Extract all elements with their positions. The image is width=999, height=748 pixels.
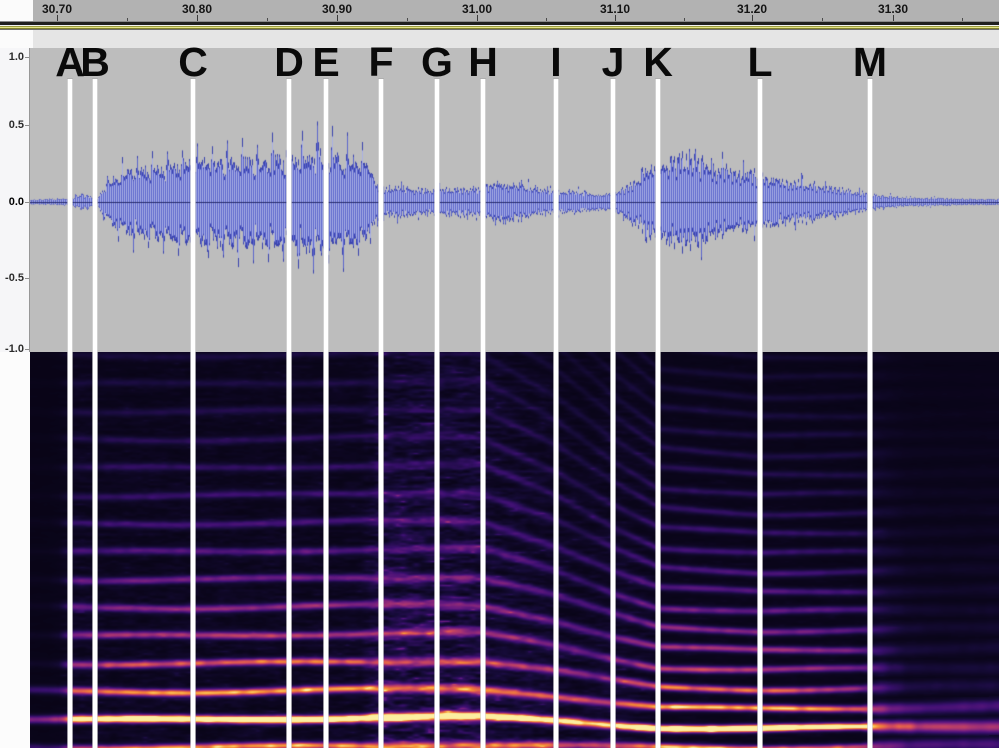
time-tick-label: 31.00 xyxy=(461,2,493,16)
marker-label-g: G xyxy=(421,39,453,85)
amplitude-scale-tick xyxy=(25,125,29,126)
spectrogram-left-gutter xyxy=(0,352,30,748)
marker-label-i: I xyxy=(550,39,562,85)
selection-bar-underline xyxy=(0,29,999,30)
minor-tick-mark xyxy=(267,18,268,22)
marker-line-k[interactable] xyxy=(655,79,661,748)
minor-tick-mark xyxy=(546,18,547,22)
amplitude-scale-tick xyxy=(25,202,29,203)
major-tick-mark xyxy=(752,15,753,22)
ruler-bottom-edge xyxy=(0,21,999,22)
amplitude-scale-label: 1.0 xyxy=(8,51,24,63)
marker-line-b[interactable] xyxy=(92,79,98,748)
marker-line-d[interactable] xyxy=(286,79,292,748)
major-tick-mark xyxy=(197,15,198,22)
minor-tick-mark xyxy=(822,18,823,22)
major-tick-mark xyxy=(615,15,616,22)
marker-line-h[interactable] xyxy=(480,79,486,748)
track-top-strip xyxy=(0,30,999,49)
marker-label-m: M xyxy=(852,39,888,85)
marker-line-f[interactable] xyxy=(378,79,384,748)
marker-label-l: L xyxy=(747,39,773,85)
marker-label-c: C xyxy=(178,39,208,85)
major-tick-mark xyxy=(477,15,478,22)
time-tick-label: 30.80 xyxy=(181,2,213,16)
minor-tick-mark xyxy=(962,18,963,22)
track-top-strip-corner xyxy=(0,30,33,48)
marker-line-g[interactable] xyxy=(434,79,440,748)
ruler-corner xyxy=(0,0,33,22)
amplitude-scale-tick xyxy=(25,349,29,350)
dark-divider xyxy=(0,22,999,25)
marker-label-h: H xyxy=(468,39,498,85)
minor-tick-mark xyxy=(684,18,685,22)
quick-play-selection-bar[interactable] xyxy=(0,26,999,29)
major-tick-mark xyxy=(893,15,894,22)
amplitude-scale-tick xyxy=(25,57,29,58)
marker-label-f: F xyxy=(368,39,394,85)
amplitude-scale-label: -0.5 xyxy=(5,272,24,284)
time-tick-label: 31.10 xyxy=(599,2,631,16)
minor-tick-mark xyxy=(407,18,408,22)
major-tick-mark xyxy=(57,15,58,22)
amplitude-scale[interactable]: 1.0 0.5 0.0 -0.5 -1.0 xyxy=(0,48,30,355)
timeline-ruler[interactable]: 30.70 30.80 30.90 31.00 31.10 31.20 31.30 xyxy=(0,0,999,22)
marker-line-a[interactable] xyxy=(67,79,73,748)
time-tick-label: 31.30 xyxy=(877,2,909,16)
marker-label-b: B xyxy=(80,39,110,85)
time-tick-label: 31.20 xyxy=(736,2,768,16)
marker-line-c[interactable] xyxy=(190,79,196,748)
amplitude-scale-label: 0.5 xyxy=(8,119,24,131)
major-tick-mark xyxy=(337,15,338,22)
marker-label-j: J xyxy=(601,39,625,85)
time-tick-label: 30.70 xyxy=(41,2,73,16)
marker-line-l[interactable] xyxy=(757,79,763,748)
minor-tick-mark xyxy=(127,18,128,22)
marker-line-e[interactable] xyxy=(323,79,329,748)
marker-label-e: E xyxy=(312,39,340,85)
spectrogram-track[interactable] xyxy=(30,352,999,748)
amplitude-scale-tick xyxy=(25,278,29,279)
marker-label-a: A xyxy=(55,39,85,85)
marker-label-k: K xyxy=(643,39,673,85)
marker-line-j[interactable] xyxy=(610,79,616,748)
marker-label-d: D xyxy=(274,39,304,85)
time-tick-label: 30.90 xyxy=(321,2,353,16)
marker-line-m[interactable] xyxy=(867,79,873,748)
marker-line-i[interactable] xyxy=(553,79,559,748)
waveform-track[interactable] xyxy=(30,48,999,352)
amplitude-scale-label: 0.0 xyxy=(8,196,24,208)
divider-highlight xyxy=(0,25,999,26)
